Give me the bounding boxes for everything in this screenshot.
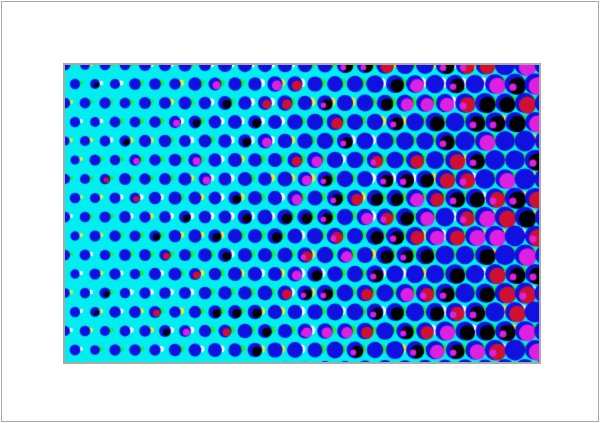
halftone-image: [63, 63, 541, 364]
halftone-canvas: [65, 65, 539, 362]
